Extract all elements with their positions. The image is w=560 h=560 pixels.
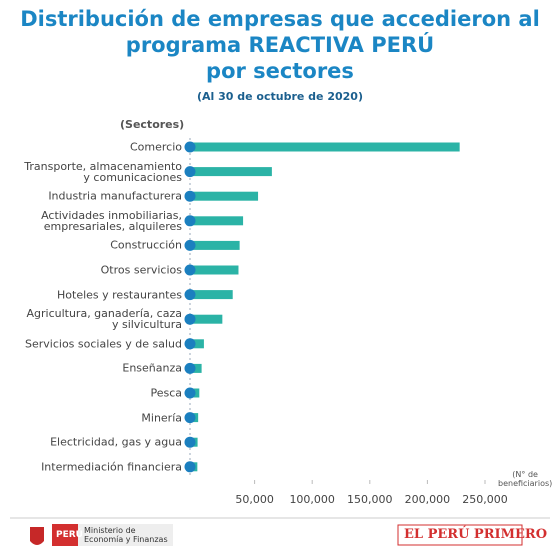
- x-tick-label: 150,000: [347, 493, 393, 506]
- row-dot: [184, 239, 196, 251]
- bar: [197, 388, 200, 398]
- row-dot: [184, 338, 196, 350]
- y-tick-label: Electricidad, gas y agua: [50, 435, 182, 449]
- bar: [197, 191, 259, 201]
- bar: [197, 413, 199, 423]
- bar: [197, 363, 202, 373]
- y-tick-label: Enseñanza: [122, 361, 182, 375]
- y-tick-label: Industria manufacturera: [48, 189, 182, 203]
- x-axis-label: (N° de beneficiarios): [498, 470, 553, 488]
- y-tick-label: Otros servicios: [100, 263, 182, 277]
- bar: [197, 265, 239, 275]
- row-dot: [184, 362, 196, 374]
- slogan: EL PERÚ PRIMERO: [404, 527, 548, 542]
- ministry: Ministerio de Economía y Finanzas: [84, 526, 168, 544]
- row-dot: [184, 461, 196, 473]
- row-dot: [184, 141, 196, 153]
- y-axis-label: (Sectores): [120, 118, 185, 131]
- row-dot: [184, 387, 196, 399]
- x-tick-label: 100,000: [289, 493, 335, 506]
- badge: PERÚ: [56, 530, 83, 540]
- bar: [197, 339, 204, 349]
- ministry-bg: [78, 524, 173, 546]
- row-dot: [184, 289, 196, 301]
- y-tick-label: Intermediación financiera: [41, 460, 182, 474]
- row-dot: [184, 264, 196, 276]
- y-tick-label: Agricultura, ganadería, caza y silvicult…: [26, 307, 182, 332]
- y-tick-label: Minería: [141, 411, 182, 425]
- x-tick-label: 200,000: [405, 493, 451, 506]
- bar: [197, 167, 272, 177]
- y-tick-label: Hoteles y restaurantes: [57, 288, 182, 302]
- bar: [197, 216, 244, 226]
- y-tick-label: Construcción: [110, 238, 182, 252]
- bar: [197, 314, 223, 324]
- chart-title: Distribución de empresas que accedieron …: [20, 7, 540, 83]
- row-dot: [184, 313, 196, 325]
- bar: [197, 142, 460, 152]
- bar: [197, 290, 233, 300]
- y-tick-label: Comercio: [129, 140, 182, 154]
- row-dot: [184, 215, 196, 227]
- chart-subtitle: (Al 30 de octubre de 2020): [196, 90, 363, 103]
- row-dot: [184, 166, 196, 178]
- x-tick-label: 50,000: [235, 493, 274, 506]
- badge-bg: [52, 524, 78, 546]
- y-tick-label: Pesca: [150, 386, 182, 400]
- shield: [30, 527, 44, 545]
- slogan-box: [397, 524, 523, 546]
- row-dot: [184, 436, 196, 448]
- y-tick-label: Servicios sociales y de salud: [25, 337, 182, 351]
- row-dot: [184, 190, 196, 202]
- bar: [197, 240, 240, 250]
- row-dot: [184, 412, 196, 424]
- y-tick-label: Actividades inmobiliarias, empresariales…: [41, 208, 182, 233]
- x-tick-label: 250,000: [462, 493, 508, 506]
- bar: [197, 437, 198, 447]
- y-tick-label: Transporte, almacenamiento y comunicacio…: [24, 159, 182, 184]
